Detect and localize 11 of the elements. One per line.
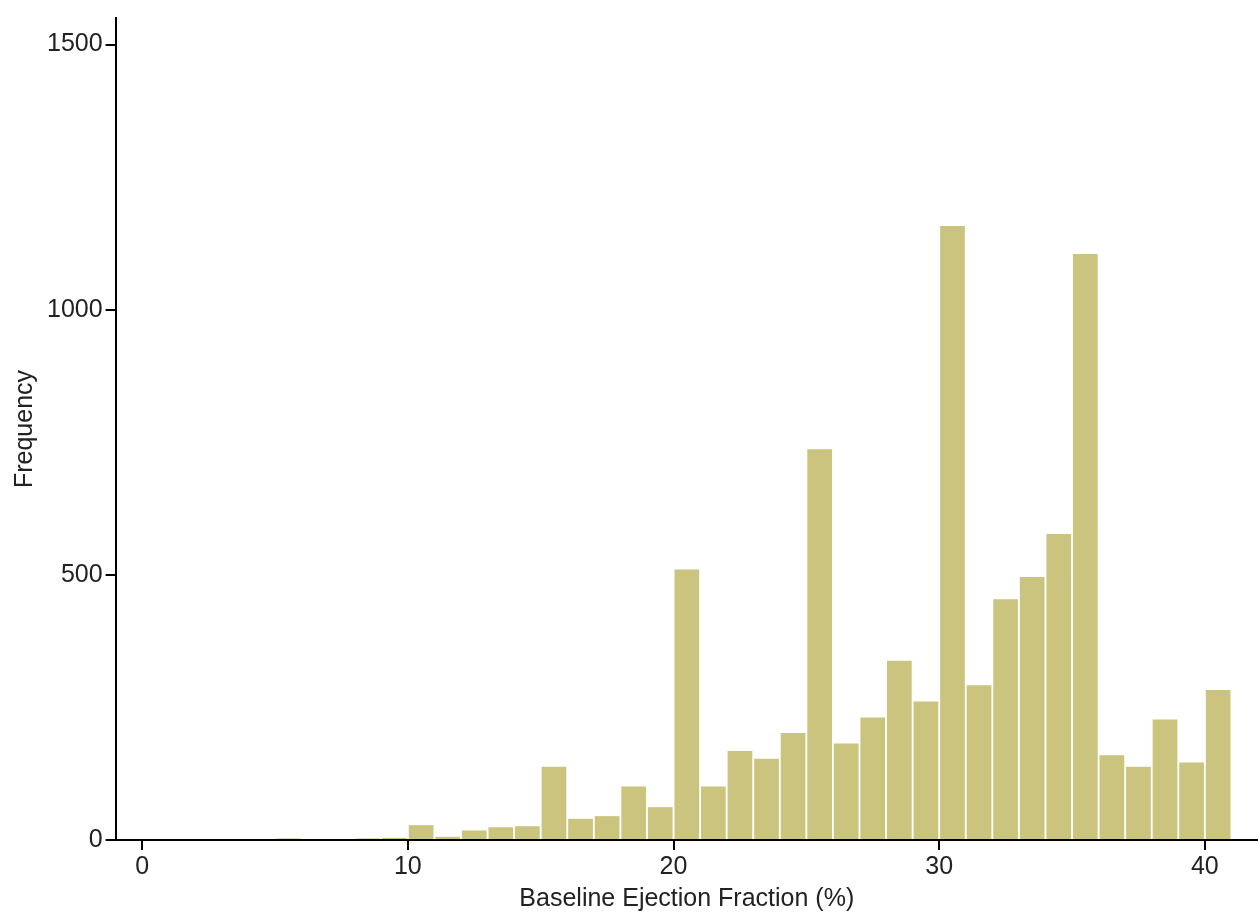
x-tick-label: 10 (393, 850, 422, 879)
x-tick-label: 0 (135, 850, 150, 879)
x-tick-label: 20 (659, 850, 688, 879)
x-axis-title: Baseline Ejection Fraction (%) (519, 882, 855, 911)
y-tick-label: 500 (60, 558, 103, 587)
y-tick-label: 1500 (46, 28, 103, 57)
y-tick-label: 0 (88, 823, 103, 852)
x-tick-label: 40 (1190, 850, 1219, 879)
x-tick-label: 30 (925, 850, 954, 879)
y-tick-label: 1000 (46, 293, 103, 322)
y-axis-title: Frequency (8, 369, 37, 489)
